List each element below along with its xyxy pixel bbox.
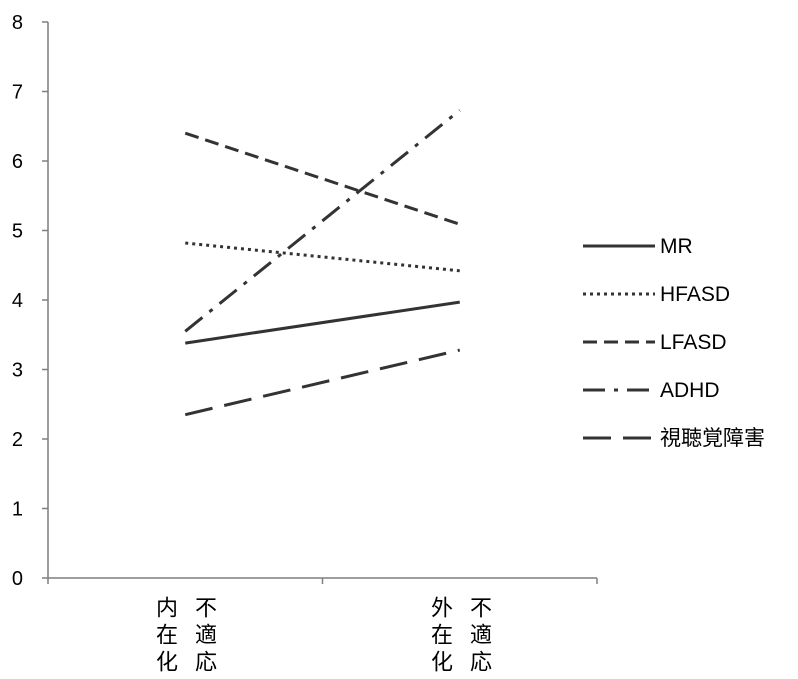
legend: MR HFASD LFASD ADHD 視聴覚障害 [583, 235, 765, 450]
legend-label: 視聴覚障害 [660, 427, 765, 450]
y-tick-label: 4 [12, 290, 23, 312]
y-tick-label: 1 [12, 499, 23, 521]
series-line-3 [184, 131, 461, 226]
axes [47, 22, 597, 579]
y-tick-label: 0 [12, 568, 23, 590]
y-tick-label: 7 [12, 82, 23, 104]
legend-label: MR [660, 235, 693, 258]
legend-item: MR [583, 235, 693, 258]
y-tick-label: 8 [12, 12, 23, 34]
series-line-5 [184, 348, 461, 417]
x-axis-ticks [47, 578, 598, 584]
y-tick-label: 5 [12, 221, 23, 243]
legend-label: ADHD [660, 379, 720, 402]
legend-label: LFASD [660, 331, 727, 354]
legend-item: 視聴覚障害 [583, 427, 765, 450]
series-line-4 [184, 109, 461, 333]
x-category-label: 内在化不適応 [153, 596, 217, 677]
series-line-2 [185, 241, 460, 273]
legend-item: HFASD [583, 283, 730, 306]
legend-label: HFASD [660, 283, 730, 306]
series-lines [184, 109, 461, 417]
y-tick-label: 2 [12, 429, 23, 451]
legend-item: ADHD [583, 379, 720, 402]
legend-item: LFASD [583, 331, 727, 354]
series-line-1 [185, 300, 460, 345]
y-tick-label: 6 [12, 151, 23, 173]
x-category-label: 外在化不適応 [428, 596, 492, 677]
y-tick-label: 3 [12, 360, 23, 382]
y-axis-ticks: 0 1 2 3 4 5 6 7 8 [12, 12, 48, 590]
